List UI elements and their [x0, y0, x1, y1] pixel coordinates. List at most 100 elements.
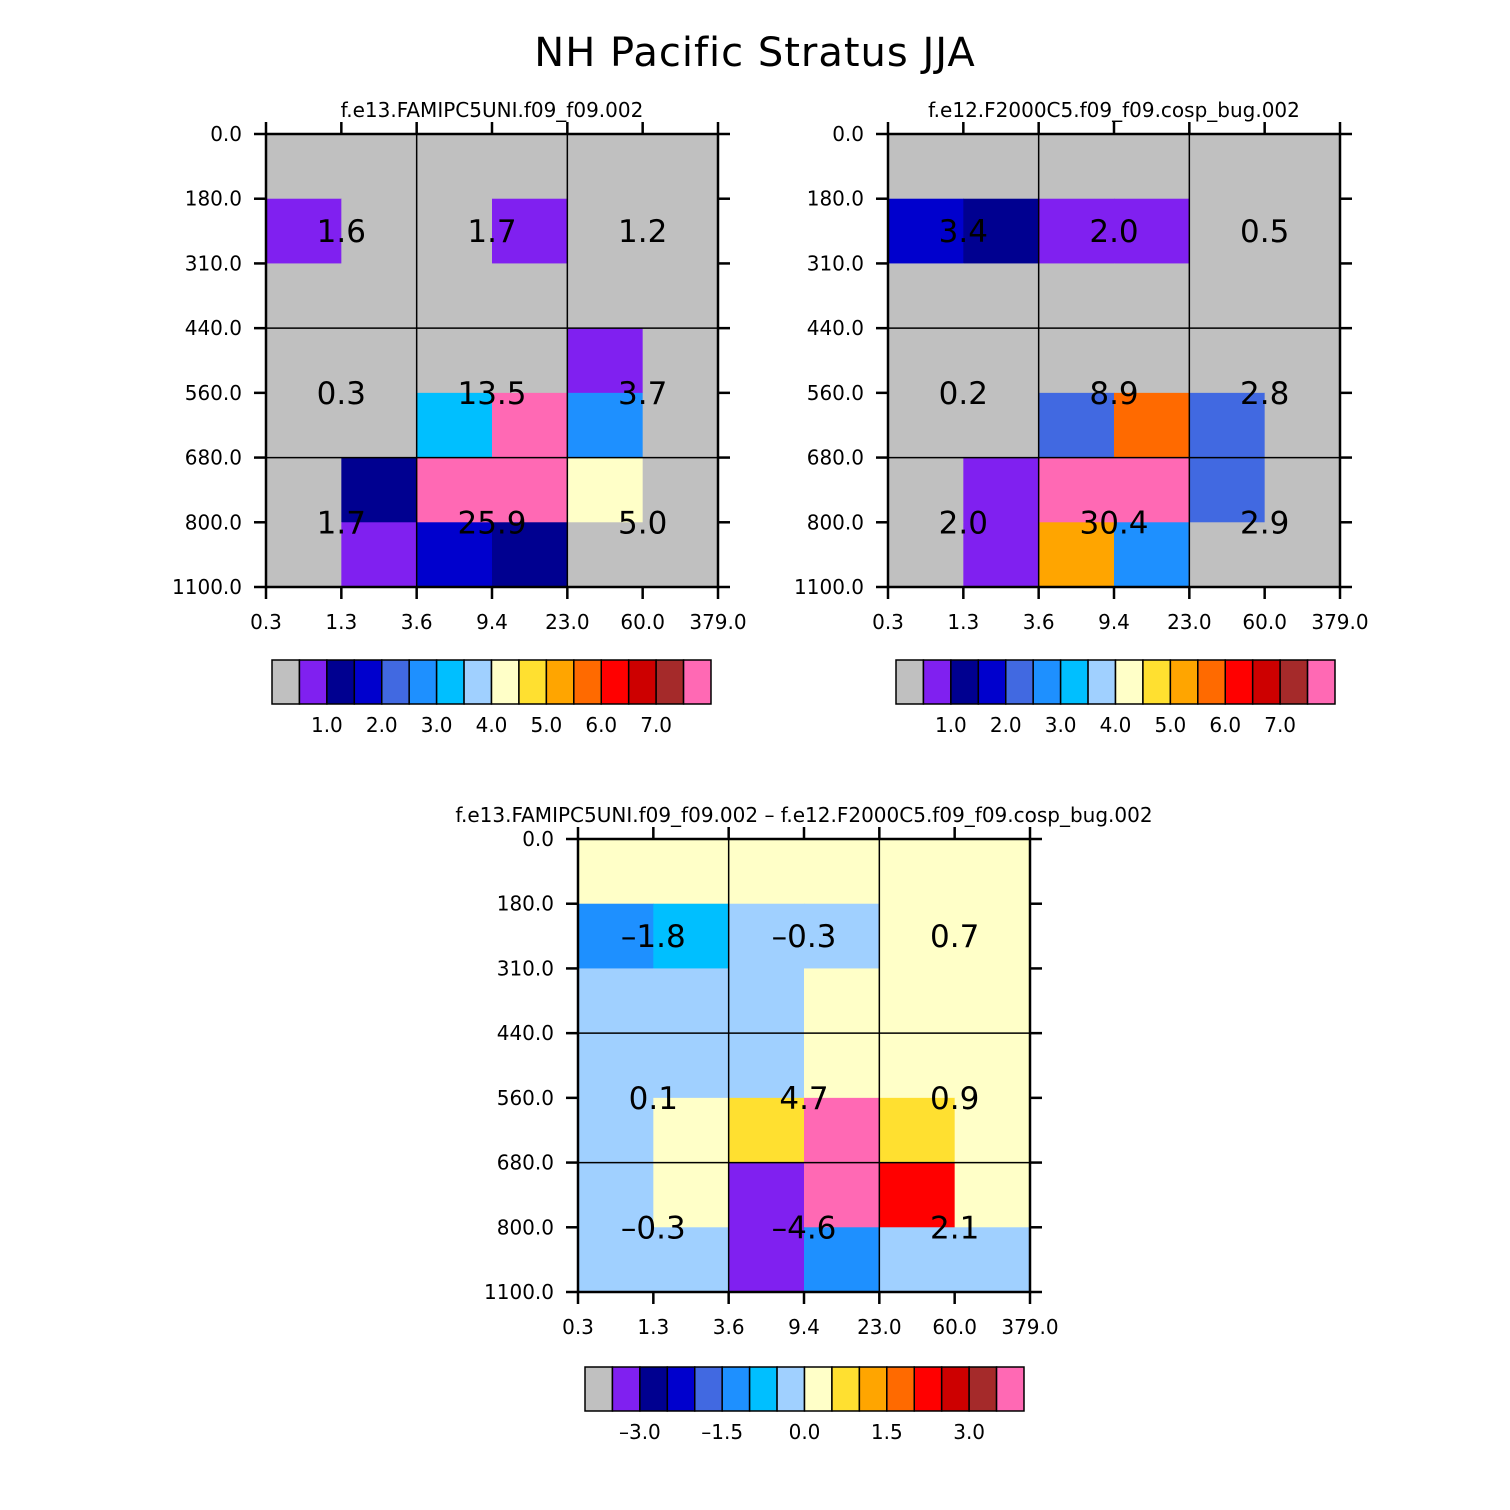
- colorbar-label: 1.0: [311, 713, 343, 737]
- heatmap-cell: [341, 263, 418, 329]
- heatmap-cell: [1264, 134, 1341, 200]
- heatmap-cell: [341, 134, 418, 200]
- summary-value: 1.7: [317, 505, 366, 541]
- heatmap-cell: [1114, 263, 1190, 329]
- heatmap-cell: [642, 328, 719, 394]
- colorbar-swatch: [922, 659, 952, 705]
- heatmap-cell: [1189, 457, 1266, 523]
- heatmap-cell: [578, 1227, 654, 1293]
- x-tick-label: 23.0: [1167, 610, 1212, 634]
- summary-value: 2.1: [930, 1210, 979, 1246]
- heatmap-cell: [266, 134, 342, 200]
- heatmap-cell: [954, 1033, 1031, 1099]
- y-tick-label: 180.0: [807, 187, 864, 211]
- heatmap-cell: [804, 1033, 880, 1099]
- summary-value: 0.7: [930, 919, 979, 955]
- colorbar-swatch: [627, 659, 657, 705]
- summary-value: 0.2: [939, 376, 988, 412]
- panel-2: f.e12.F2000C5.f09_f09.cosp_bug.002 0.0 180…: [794, 98, 1369, 737]
- heatmap-cell: [1189, 328, 1266, 394]
- colorbar-swatch: [1197, 659, 1226, 705]
- colorbar-swatch: [748, 1366, 778, 1412]
- heatmap-cell: [728, 968, 805, 1034]
- y-tick-label: 0.0: [210, 122, 242, 146]
- heatmap-cell: [416, 522, 493, 588]
- colorbar-label: –1.5: [701, 1420, 743, 1444]
- heatmap-cell: [1038, 328, 1115, 394]
- colorbar-swatch: [573, 659, 602, 705]
- heatmap-cell: [963, 198, 1040, 264]
- summary-value: 1.2: [618, 214, 667, 250]
- heatmap-cell: [1189, 198, 1266, 264]
- heatmap-cell: [266, 457, 342, 523]
- heatmap-cell: [492, 134, 568, 200]
- heatmap-cell: [1114, 134, 1190, 200]
- colorbar-swatch: [1059, 659, 1089, 705]
- colorbar-swatch: [995, 1366, 1025, 1412]
- colorbar-label: 5.0: [1154, 713, 1186, 737]
- heatmap-cell: [1114, 392, 1190, 459]
- heatmap-cell: [879, 839, 956, 905]
- y-tick-label: 560.0: [185, 381, 242, 405]
- y-tick-label: 440.0: [185, 316, 242, 340]
- colorbar-label: 4.0: [1100, 713, 1132, 737]
- heatmap-cell: [492, 522, 568, 588]
- heatmap-cell: [266, 522, 342, 588]
- heatmap-cell: [1264, 457, 1341, 523]
- colorbar-swatch: [1142, 659, 1172, 705]
- heatmap-cell: [653, 1227, 730, 1293]
- heatmap-cell: [578, 1162, 654, 1228]
- x-tick-label: 23.0: [857, 1315, 902, 1339]
- panel-1: f.e13.FAMIPC5UNI.f09_f09.002 0.0 180.0 310.…: [172, 98, 747, 737]
- colorbar: –3.0 –1.5 0.0 1.5 3.0: [584, 1366, 1025, 1444]
- colorbar-swatch: [1169, 659, 1199, 705]
- panel-title: f.e13.FAMIPC5UNI.f09_f09.002 – f.e12.F20…: [455, 803, 1152, 827]
- heatmap-cell: [266, 198, 342, 264]
- heatmap-cell: [728, 839, 805, 905]
- heatmap-cell: [963, 457, 1040, 523]
- heatmap-cell: [416, 134, 493, 200]
- heatmap-cell: [341, 457, 418, 523]
- heatmap-cell: [578, 1097, 654, 1164]
- y-tick-label: 310.0: [497, 956, 554, 980]
- heatmap-cell: [416, 457, 493, 523]
- heatmap-cell: [266, 263, 342, 329]
- heatmap-cell: [416, 263, 493, 329]
- colorbar-swatch: [1306, 659, 1336, 705]
- summary-value: 2.0: [1089, 214, 1138, 250]
- heatmap-cell: [578, 903, 654, 969]
- heatmap-cell: [1114, 522, 1190, 588]
- summary-value: 13.5: [457, 376, 526, 412]
- x-tick-label: 379.0: [689, 610, 746, 634]
- colorbar-label: 5.0: [530, 713, 562, 737]
- heatmap-cell: [266, 392, 342, 459]
- colorbar-swatch: [666, 1366, 696, 1412]
- colorbar-label: 3.0: [953, 1420, 985, 1444]
- y-tick-label: 180.0: [185, 187, 242, 211]
- x-tick-label: 379.0: [1311, 610, 1368, 634]
- heatmap-cell: [653, 968, 730, 1034]
- heatmap-cell: [1038, 522, 1115, 588]
- summary-value: 1.7: [467, 214, 516, 250]
- colorbar-swatch: [1032, 659, 1062, 705]
- summary-value: 0.5: [1240, 214, 1289, 250]
- heatmap-cell: [653, 1162, 730, 1228]
- heatmap-cell: [492, 263, 568, 329]
- x-tick-label: 60.0: [1242, 610, 1287, 634]
- colorbar-swatch: [940, 1366, 970, 1412]
- colorbar-swatch: [1087, 659, 1117, 705]
- heatmap-cell: [578, 1033, 654, 1099]
- colorbar-label: 1.0: [935, 713, 967, 737]
- summary-value: 2.8: [1240, 376, 1289, 412]
- heatmap-cell: [492, 328, 568, 394]
- heatmap-cell: [1038, 263, 1115, 329]
- summary-value: 1.6: [317, 214, 366, 250]
- x-tick-label: 1.3: [325, 610, 357, 634]
- colorbar-swatch: [490, 659, 520, 705]
- colorbar-swatch: [950, 659, 980, 705]
- heatmap-cell: [1189, 392, 1266, 459]
- heatmap-cell: [642, 392, 719, 459]
- heatmap-cell: [963, 134, 1040, 200]
- heatmap-cell: [879, 1097, 956, 1164]
- summary-value: 2.0: [939, 505, 988, 541]
